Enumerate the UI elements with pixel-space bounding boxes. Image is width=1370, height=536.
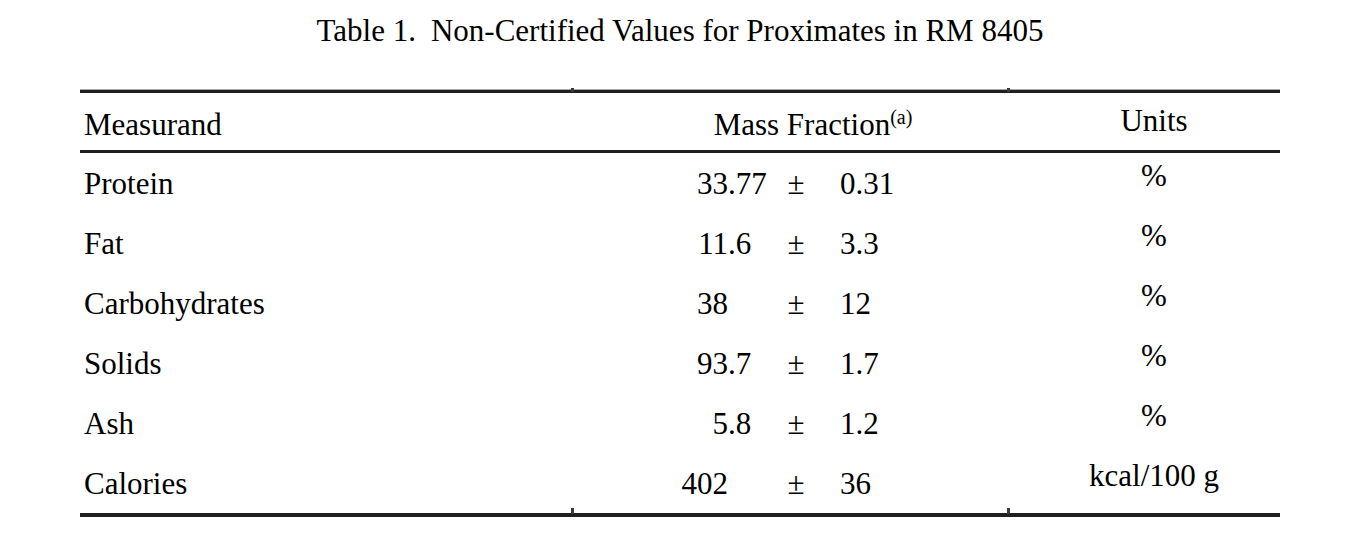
table-row: Solids 93.7±1.7 %: [80, 333, 1280, 393]
measurand-cell: Calories: [80, 453, 572, 513]
measurand-cell: Fat: [80, 213, 572, 273]
table-caption-text: Non-Certified Values for Proximates in R…: [431, 13, 1043, 48]
value-integer: 5: [572, 407, 728, 441]
value-integer: 402: [572, 467, 728, 501]
value-integer: 38: [572, 287, 728, 321]
plus-minus-sign: ±: [778, 287, 814, 321]
table-row: Protein 33.77±0.31 %: [80, 153, 1280, 213]
uncertainty-value: 1.2: [840, 407, 879, 441]
value-integer: 33: [572, 167, 728, 201]
table-header-row: Measurand Mass Fraction(a) Units: [80, 93, 1280, 150]
footnote-marker: (a): [890, 106, 912, 128]
uncertainty-value: 1.7: [840, 347, 879, 381]
mass-fraction-cell: 38 ±12: [572, 273, 1008, 333]
units-cell: %: [1008, 213, 1280, 273]
units-cell: %: [1008, 153, 1280, 213]
measurand-cell: Solids: [80, 333, 572, 393]
mass-fraction-cell: 402 ±36: [572, 453, 1008, 513]
mass-fraction-cell: 93.7±1.7: [572, 333, 1008, 393]
uncertainty-value: 3.3: [840, 227, 879, 261]
value-fraction: .6: [728, 227, 778, 261]
plus-minus-sign: ±: [778, 467, 814, 501]
table-row: Calories 402 ±36 kcal/100 g: [80, 453, 1280, 513]
measurand-cell: Protein: [80, 153, 572, 213]
header-mass-fraction: Mass Fraction(a): [572, 93, 1008, 150]
uncertainty-value: 0.31: [840, 167, 894, 201]
data-table: Measurand Mass Fraction(a) Units Protein…: [80, 90, 1280, 517]
measurand-cell: Ash: [80, 393, 572, 453]
value-integer: 11: [572, 227, 728, 261]
plus-minus-sign: ±: [778, 347, 814, 381]
uncertainty-value: 12: [840, 287, 871, 321]
units-cell: %: [1008, 273, 1280, 333]
value-fraction: .8: [728, 407, 778, 441]
mass-fraction-cell: 11.6±3.3: [572, 213, 1008, 273]
rule-tick: [1007, 508, 1010, 514]
plus-minus-sign: ±: [778, 407, 814, 441]
units-cell: %: [1008, 393, 1280, 453]
document-page: Table 1. Non-Certified Values for Proxima…: [0, 0, 1370, 536]
mass-fraction-cell: 5.8±1.2: [572, 393, 1008, 453]
units-cell: %: [1008, 333, 1280, 393]
header-mass-fraction-text: Mass Fraction: [714, 107, 891, 142]
units-cell: kcal/100 g: [1008, 453, 1280, 513]
header-units: Units: [1008, 93, 1280, 150]
measurand-cell: Carbohydrates: [80, 273, 572, 333]
plus-minus-sign: ±: [778, 167, 814, 201]
table-row: Ash 5.8±1.2 %: [80, 393, 1280, 453]
rule-tick: [571, 88, 574, 92]
table-bottom-rule: [80, 513, 1280, 517]
value-fraction: .7: [728, 347, 778, 381]
value-integer: 93: [572, 347, 728, 381]
table-caption-label: Table 1.: [317, 13, 416, 48]
header-measurand: Measurand: [80, 93, 572, 150]
value-fraction: .77: [728, 167, 778, 201]
plus-minus-sign: ±: [778, 227, 814, 261]
uncertainty-value: 36: [840, 467, 871, 501]
rule-tick: [1007, 88, 1010, 92]
table-row: Carbohydrates 38 ±12 %: [80, 273, 1280, 333]
table-row: Fat 11.6±3.3 %: [80, 213, 1280, 273]
mass-fraction-cell: 33.77±0.31: [572, 153, 1008, 213]
rule-tick: [571, 508, 574, 514]
table-caption: Table 1. Non-Certified Values for Proxima…: [80, 14, 1280, 48]
